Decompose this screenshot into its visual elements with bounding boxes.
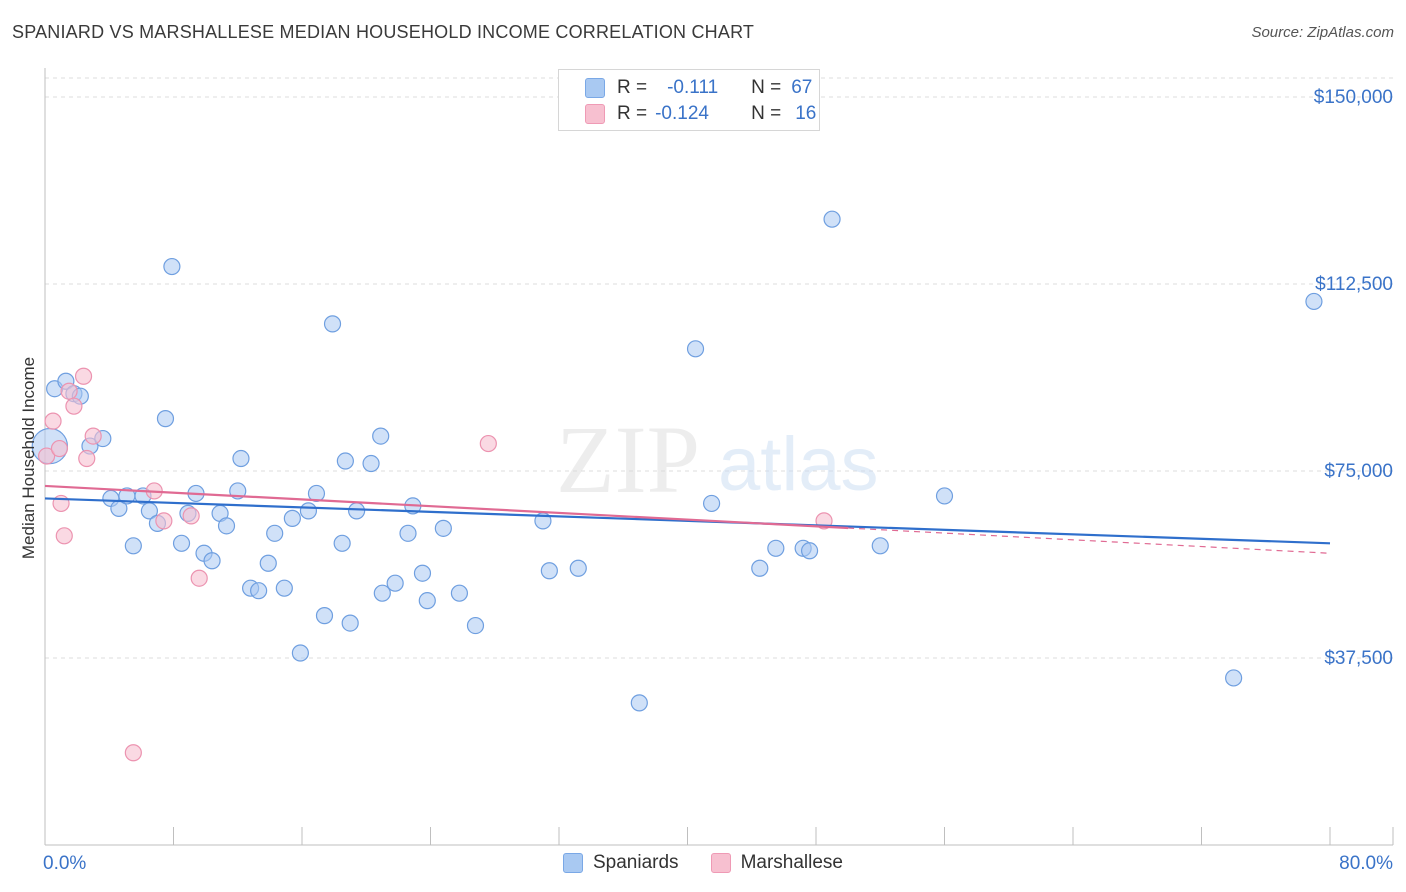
- marshallese-point: [479, 434, 497, 453]
- tick-labels: $37,500 $75,000 $112,500 $150,000 0.0% 80.0%: [43, 87, 1393, 874]
- r-value: -0.124: [655, 103, 709, 124]
- r-label: R =: [617, 77, 648, 98]
- axes: [44, 68, 1394, 846]
- spaniards-point: [362, 454, 380, 473]
- marshallese-point: [65, 397, 83, 415]
- stats-row-spaniards: R = -0.111 N = 67: [585, 76, 812, 100]
- spaniards-point: [540, 562, 558, 580]
- marshallese-trend-extension: [848, 527, 1331, 554]
- marshallese-point: [55, 527, 73, 545]
- marshallese-point: [50, 439, 69, 458]
- legend-item-spaniards: Spaniards: [563, 852, 679, 874]
- marshallese-point: [124, 744, 142, 762]
- spaniards-point: [751, 559, 769, 577]
- x-tick-label: 0.0%: [43, 853, 86, 874]
- marshallese-point: [60, 382, 78, 400]
- spaniards-point: [307, 484, 326, 503]
- marshallese-point: [190, 569, 208, 587]
- n-value: 16: [795, 103, 817, 124]
- y-axis-label: Median Household Income: [19, 357, 38, 559]
- legend-label-marshallese: Marshallese: [740, 852, 843, 873]
- spaniards-point: [373, 584, 391, 602]
- x-tick-label: 80.0%: [1339, 853, 1393, 874]
- spaniards-point: [702, 494, 721, 513]
- spaniards-point: [259, 554, 277, 572]
- n-label: N =: [751, 103, 782, 124]
- r-label: R =: [617, 103, 648, 124]
- spaniards-point: [399, 524, 417, 542]
- legend-item-marshallese: Marshallese: [710, 852, 843, 874]
- spaniards-point: [341, 614, 359, 632]
- marshallese-point: [182, 507, 200, 525]
- marshallese-point: [44, 412, 62, 430]
- spaniards-point: [275, 579, 293, 597]
- spaniards-point: [299, 502, 318, 520]
- n-label: N =: [751, 77, 782, 98]
- spaniards-point: [823, 210, 841, 228]
- legend-swatch-marshallese: [710, 853, 731, 873]
- spaniards-point: [124, 537, 142, 555]
- spaniards-point: [250, 582, 268, 600]
- marshallese-trend-line: [44, 484, 849, 530]
- spaniards-point: [315, 607, 334, 625]
- watermark-atlas: atlas: [718, 422, 879, 507]
- spaniards-point: [767, 539, 785, 557]
- spaniards-point: [217, 517, 236, 535]
- grid-lines: [45, 77, 1395, 659]
- spaniards-point: [323, 315, 342, 333]
- spaniards-point: [418, 592, 436, 610]
- spaniards-point: [336, 452, 354, 470]
- stats-legend: R = -0.111 N = 67 R = -0.124 N = 16: [558, 69, 820, 131]
- spaniards-point: [800, 542, 819, 560]
- spaniards-point: [871, 537, 889, 555]
- chart-title: SPANIARD VS MARSHALLESE MEDIAN HOUSEHOLD…: [12, 22, 755, 42]
- spaniards-point: [348, 502, 366, 520]
- spaniards-point: [203, 552, 221, 570]
- spaniards-point: [163, 257, 181, 276]
- marshallese-point: [74, 367, 93, 385]
- y-tick-label: $150,000: [1314, 87, 1393, 108]
- spaniards-point: [232, 449, 250, 468]
- spaniards-point: [372, 427, 390, 445]
- series-legend: Spaniards Marshallese: [0, 852, 1406, 874]
- spaniards-point: [434, 519, 452, 537]
- spaniards-point: [156, 410, 175, 428]
- y-tick-label: $112,500: [1315, 274, 1393, 295]
- spaniards-point: [569, 559, 587, 577]
- spaniards-point: [466, 616, 485, 635]
- spaniards-point: [291, 644, 309, 662]
- spaniards-point: [172, 534, 191, 552]
- marshallese-point: [38, 447, 56, 465]
- spaniards-point: [413, 564, 432, 582]
- spaniards-point: [266, 524, 284, 542]
- watermark-zip: ZIP: [556, 406, 700, 513]
- marshallese-point: [155, 512, 173, 530]
- spaniards-point: [1305, 292, 1323, 311]
- trend-lines: [44, 484, 1331, 554]
- spaniards-point: [283, 509, 301, 527]
- marshallese-point: [78, 449, 96, 468]
- y-tick-label: $37,500: [1324, 648, 1393, 669]
- spaniards-point: [386, 574, 404, 592]
- data-points: [31, 210, 1323, 762]
- spaniards-swatch: [585, 78, 605, 98]
- spaniards-point: [935, 487, 954, 505]
- spaniards-point: [333, 534, 351, 552]
- n-value: 67: [791, 77, 813, 98]
- r-value: -0.111: [667, 77, 719, 98]
- spaniards-point: [1225, 669, 1243, 687]
- legend-swatch-spaniards: [563, 853, 583, 873]
- spaniards-trend-line: [44, 497, 1331, 545]
- y-tick-label: $75,000: [1324, 461, 1393, 482]
- spaniards-point: [630, 694, 648, 712]
- spaniards-point: [686, 340, 705, 358]
- stats-row-marshallese: R = -0.124 N = 16: [585, 102, 816, 126]
- marshallese-point: [84, 427, 102, 445]
- watermark: ZIP atlas: [556, 406, 879, 513]
- legend-label-spaniards: Spaniards: [593, 852, 679, 873]
- spaniards-point: [450, 584, 469, 602]
- source-label: Source: ZipAtlas.com: [1251, 24, 1394, 41]
- marshallese-swatch: [585, 104, 605, 124]
